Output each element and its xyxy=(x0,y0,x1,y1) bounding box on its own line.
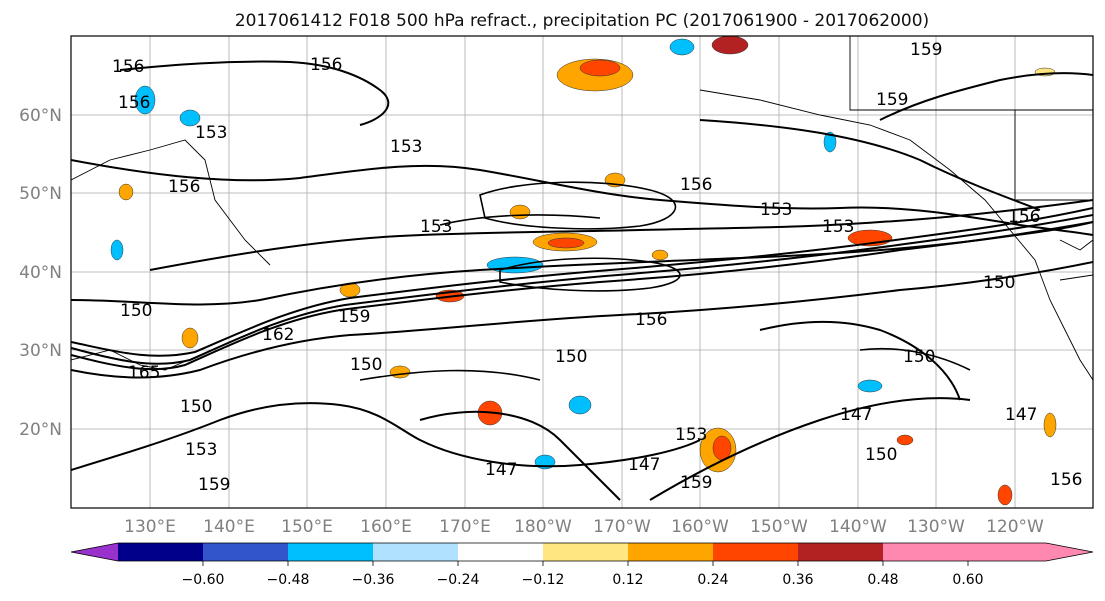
colorbar-tick-label: −0.60 xyxy=(182,572,225,588)
contour-label: 150 xyxy=(350,355,382,375)
colorbar-tick-label: 0.24 xyxy=(697,572,728,588)
colorbar-tick-label: 0.60 xyxy=(952,572,983,588)
lon-label: 130°W xyxy=(907,517,965,537)
latitude-labels: 60°N 50°N 40°N 30°N 20°N xyxy=(19,106,62,440)
lon-label: 150°E xyxy=(281,517,333,537)
colorbar-ticks xyxy=(202,561,969,566)
map-panel: 156 156 156 159 153 153 156 156 153 153 … xyxy=(70,35,1094,509)
contour-label: 150 xyxy=(903,347,935,367)
colorbar-extend-low xyxy=(71,543,118,561)
colorbar-segment xyxy=(628,543,713,561)
contour-label: 159 xyxy=(876,90,908,110)
contour-label: 153 xyxy=(390,137,422,157)
lat-label: 50°N xyxy=(19,184,62,204)
lat-label: 40°N xyxy=(19,263,62,283)
lat-label: 30°N xyxy=(19,341,62,361)
lat-label: 20°N xyxy=(19,420,62,440)
contour-label: 159 xyxy=(198,475,230,495)
lon-label: 140°W xyxy=(829,517,887,537)
map-title: 2017061412 F018 500 hPa refract., precip… xyxy=(235,11,929,31)
map-frame xyxy=(70,35,1094,509)
contour-label: 156 xyxy=(680,175,712,195)
contour-lines xyxy=(71,60,1093,501)
contour-label: 153 xyxy=(675,425,707,445)
longitude-labels: 130°E 140°E 150°E 160°E 170°E 180°W 170°… xyxy=(124,517,1044,537)
lon-label: 140°E xyxy=(203,517,255,537)
colorbar-segment xyxy=(713,543,798,561)
contour-label: 153 xyxy=(822,217,854,237)
contour-label: 159 xyxy=(680,473,712,493)
contour-label: 156 xyxy=(1050,470,1082,490)
contour-label: 153 xyxy=(185,440,217,460)
contour-label: 159 xyxy=(338,307,370,327)
contour-label: 156 xyxy=(118,93,150,113)
colorbar-tick-label: −0.24 xyxy=(437,572,480,588)
colorbar-tick-labels: −0.60 −0.48 −0.36 −0.24 −0.12 0.12 0.24 … xyxy=(182,572,984,588)
contour-label: 147 xyxy=(840,405,872,425)
colorbar-tick-label: 0.48 xyxy=(867,572,898,588)
contour-label: 147 xyxy=(485,460,517,480)
colorbar-segment xyxy=(288,543,373,561)
lon-label: 170°E xyxy=(439,517,491,537)
contour-label: 153 xyxy=(195,123,227,143)
contour-label: 147 xyxy=(628,455,660,475)
coastlines xyxy=(71,36,1093,381)
contour-lines-thin xyxy=(359,181,971,381)
colorbar-tick-label: −0.48 xyxy=(267,572,310,588)
lon-label: 160°E xyxy=(360,517,412,537)
contour-label: 162 xyxy=(262,325,294,345)
lon-label: 160°W xyxy=(671,517,729,537)
contour-label: 156 xyxy=(635,310,667,330)
contour-label: 156 xyxy=(112,57,144,77)
contour-label: 156 xyxy=(310,55,342,75)
contour-label: 156 xyxy=(168,177,200,197)
colorbar-segment xyxy=(373,543,458,561)
contour-label: 159 xyxy=(910,40,942,60)
contour-label: 156 xyxy=(1008,207,1040,227)
contour-label: 153 xyxy=(760,200,792,220)
lon-label: 180°W xyxy=(514,517,572,537)
colorbar-tick-label: −0.36 xyxy=(352,572,395,588)
colorbar-segment xyxy=(798,543,883,561)
colorbar-segment xyxy=(203,543,288,561)
colorbar-tick-label: −0.12 xyxy=(522,572,565,588)
precipitation-patches xyxy=(110,36,1057,506)
lon-label: 150°W xyxy=(750,517,808,537)
contour-label: 150 xyxy=(983,273,1015,293)
lat-label: 60°N xyxy=(19,106,62,126)
colorbar-segment xyxy=(118,543,203,561)
contour-label: 150 xyxy=(555,347,587,367)
colorbar-segment xyxy=(458,543,543,561)
colorbar-segment xyxy=(543,543,628,561)
colorbar-tick-label: 0.36 xyxy=(782,572,813,588)
colorbar: −0.60 −0.48 −0.36 −0.24 −0.12 0.12 0.24 … xyxy=(70,542,1094,588)
lon-label: 120°W xyxy=(986,517,1044,537)
contour-label: 153 xyxy=(420,217,452,237)
colorbar-outline xyxy=(70,542,1094,562)
lon-label: 130°E xyxy=(124,517,176,537)
lon-label: 170°W xyxy=(593,517,651,537)
colorbar-tick-label: 0.12 xyxy=(612,572,643,588)
contour-labels: 156 156 156 159 153 153 156 156 153 153 … xyxy=(112,40,1082,495)
contour-label: 150 xyxy=(865,445,897,465)
contour-label: 147 xyxy=(1005,405,1037,425)
colorbar-extend-high xyxy=(883,543,1093,561)
contour-label: 150 xyxy=(120,301,152,321)
contour-label: 150 xyxy=(180,397,212,417)
contour-label: 165 xyxy=(128,363,160,383)
